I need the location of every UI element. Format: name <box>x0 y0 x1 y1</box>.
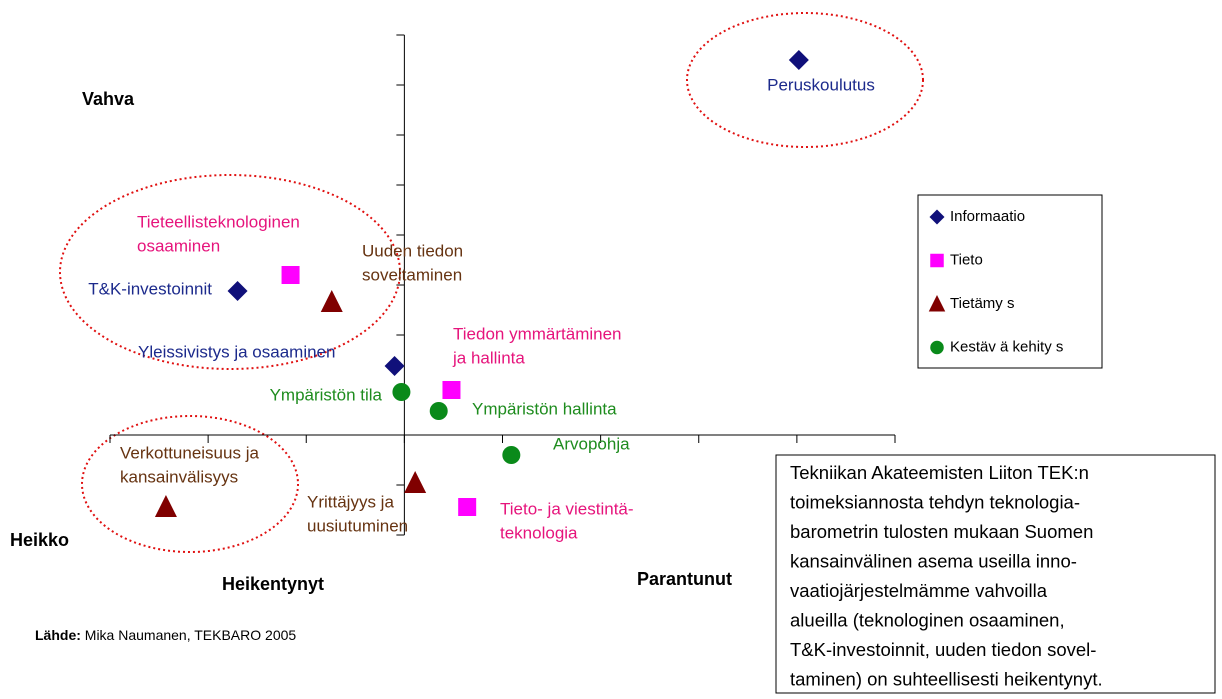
point-label: Tieto- ja viestintä- <box>500 499 634 518</box>
marker-square <box>930 253 944 268</box>
marker-square <box>281 266 300 284</box>
point-label: Arvopohja <box>553 434 630 453</box>
point-label: Uuden tiedon <box>362 241 463 260</box>
point-label: Ympäristön hallinta <box>472 399 617 418</box>
highlight-ellipse <box>81 415 299 553</box>
annotation-line: taminen) on suhteellisesti heikentynyt. <box>790 668 1103 689</box>
highlight-ellipse <box>686 12 924 148</box>
axis-label-left: Heikentynyt <box>222 574 324 594</box>
marker-circle <box>502 446 521 464</box>
axis-label-top: Vahva <box>82 89 135 109</box>
highlight-ellipse <box>59 174 401 370</box>
point-label: kansainvälisyys <box>120 467 238 486</box>
point-label: osaaminen <box>137 236 220 255</box>
point-label: ja hallinta <box>452 348 525 367</box>
annotation-line: toimeksiannosta tehdyn teknologia- <box>790 491 1080 512</box>
source-label: Lähde: <box>35 627 81 643</box>
marker-diamond <box>929 209 945 225</box>
point-label: Peruskoulutus <box>767 75 875 94</box>
marker-triangle <box>320 290 343 312</box>
point-label: teknologia <box>500 523 578 542</box>
legend-box <box>917 194 1103 369</box>
legend-label: Tietämy s <box>950 295 1014 312</box>
point-label: T&K-investoinnit <box>88 279 212 298</box>
marker-triangle <box>928 295 946 312</box>
marker-triangle <box>154 495 177 517</box>
point-label: Tiedon ymmärtäminen <box>453 324 622 343</box>
annotation-line: alueilla (teknologinen osaaminen, <box>790 609 1065 630</box>
point-label: Tieteellisteknologinen <box>137 212 300 231</box>
marker-square <box>458 498 477 516</box>
annotation-line: vaatiojärjestelmämme vahvoilla <box>790 580 1048 601</box>
annotation-line: kansainvälinen asema useilla inno- <box>790 550 1077 571</box>
point-label: soveltaminen <box>362 265 462 284</box>
point-label: Ympäristön tila <box>270 385 383 404</box>
legend-label: Kestäv ä kehity s <box>950 338 1063 355</box>
point-label: uusiutuminen <box>307 516 408 535</box>
source: Lähde: Mika Naumanen, TEKBARO 2005 <box>35 627 296 643</box>
marker-circle <box>429 402 448 420</box>
annotation-box <box>775 454 1216 694</box>
marker-diamond <box>788 50 809 70</box>
axis-label-bottom: Heikko <box>10 530 69 550</box>
marker-diamond <box>227 281 248 301</box>
annotation-line: Tekniikan Akateemisten Liiton TEK:n <box>790 462 1089 483</box>
point-label: Yrittäjyys ja <box>307 492 394 511</box>
marker-diamond <box>384 356 405 376</box>
marker-triangle <box>404 471 427 493</box>
point-label: Yleissivistys ja osaaminen <box>138 342 335 361</box>
source-text: Mika Naumanen, TEKBARO 2005 <box>85 627 297 643</box>
marker-square <box>442 381 461 399</box>
legend-label: Informaatio <box>950 208 1025 225</box>
annotation-line: T&K-investoinnit, uuden tiedon sovel- <box>790 639 1096 660</box>
marker-circle <box>392 383 411 401</box>
axis-label-right: Parantunut <box>637 569 732 589</box>
point-label: Verkottuneisuus ja <box>120 443 259 462</box>
legend-label: Tieto <box>950 251 983 268</box>
annotation-line: barometrin tulosten mukaan Suomen <box>790 521 1093 542</box>
marker-circle <box>930 340 944 355</box>
